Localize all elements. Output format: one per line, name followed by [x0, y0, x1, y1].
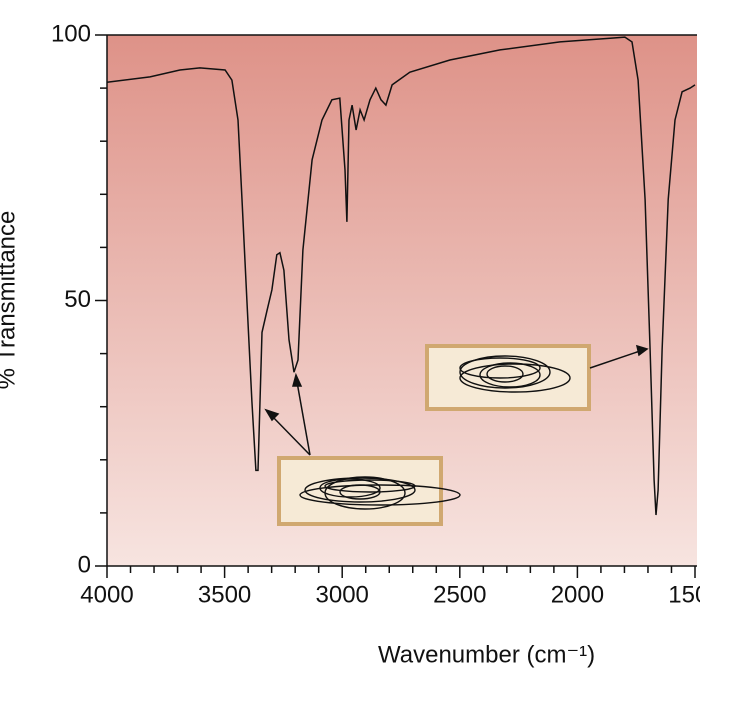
x-tick-label: 3500: [198, 581, 251, 608]
tick-labels: 4000 3500 3000 2500 2000 1500 0 50 100: [51, 20, 721, 608]
x-tick-label: 3000: [316, 581, 369, 608]
plot-group: [95, 34, 697, 578]
x-axis-label: Wavenumber (cm⁻¹): [378, 641, 595, 668]
y-tick-label: 50: [64, 286, 91, 313]
spectrum-line: [106, 36, 696, 516]
y-axis-label: % Transmittance: [0, 211, 20, 390]
y-tick-label: 100: [51, 20, 91, 47]
y-tick-label: 0: [78, 551, 91, 578]
dynamic-layer: [95, 34, 696, 578]
x-tick-label: 4000: [80, 581, 133, 608]
arrows: [264, 344, 649, 456]
inset-1: [277, 456, 461, 526]
x-tick-label: 2000: [551, 581, 604, 608]
inset-2: [425, 344, 591, 411]
x-tick-label: 2500: [433, 581, 486, 608]
x-tick-label: 1500: [668, 581, 721, 608]
